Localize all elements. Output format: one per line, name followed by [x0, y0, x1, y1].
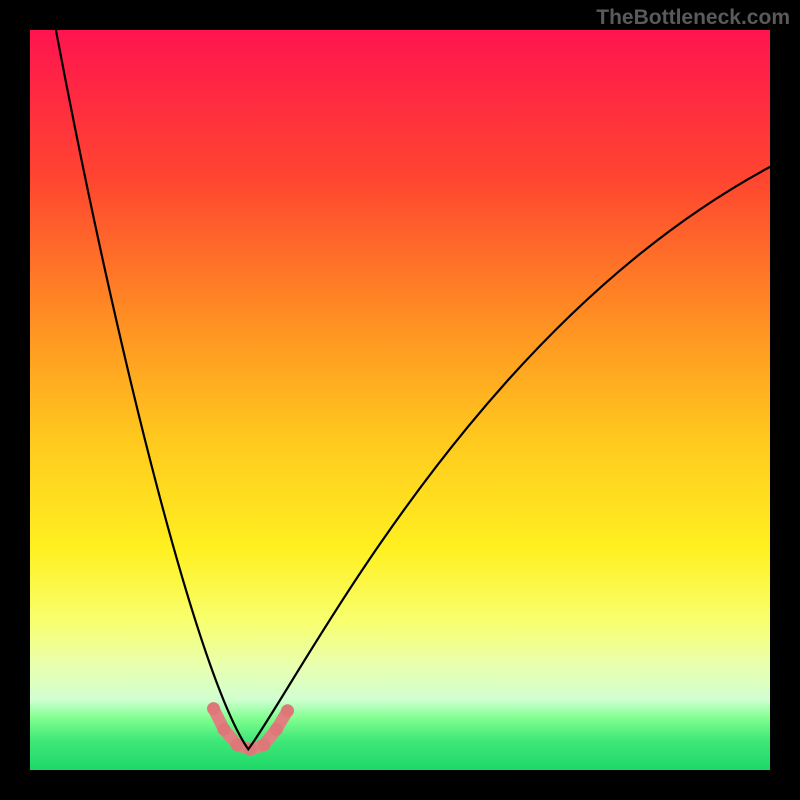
bottleneck-chart	[30, 30, 770, 770]
watermark-text: TheBottleneck.com	[596, 6, 790, 30]
gradient-background	[30, 30, 770, 770]
plot-area	[30, 30, 770, 770]
